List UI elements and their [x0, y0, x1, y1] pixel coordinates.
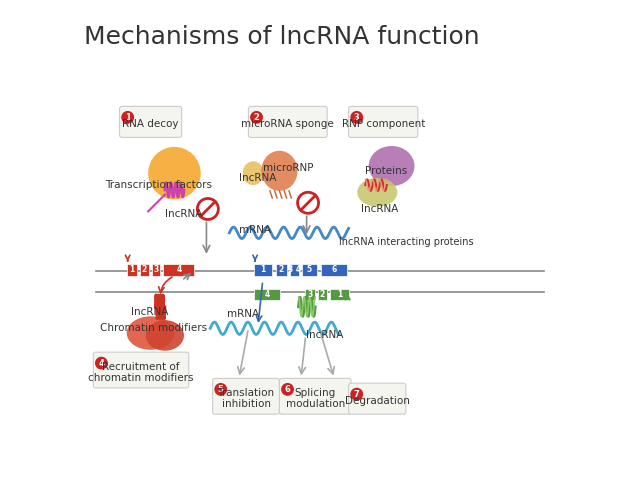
Text: 1: 1 [125, 113, 131, 122]
FancyBboxPatch shape [321, 264, 348, 276]
FancyBboxPatch shape [302, 264, 317, 276]
Circle shape [251, 112, 262, 123]
FancyBboxPatch shape [349, 383, 406, 414]
Text: Chromatin modifiers: Chromatin modifiers [100, 324, 207, 333]
FancyBboxPatch shape [120, 107, 182, 137]
FancyBboxPatch shape [254, 289, 280, 300]
Text: 4: 4 [265, 290, 270, 299]
Text: 2: 2 [253, 113, 259, 122]
Ellipse shape [261, 151, 298, 191]
FancyBboxPatch shape [276, 264, 287, 276]
Text: 3: 3 [307, 290, 312, 299]
Text: Degradation: Degradation [345, 396, 410, 406]
Ellipse shape [127, 316, 175, 350]
Text: Transcription factors: Transcription factors [105, 180, 212, 190]
Text: 3: 3 [354, 113, 360, 122]
Text: 2: 2 [279, 265, 284, 275]
Circle shape [351, 112, 362, 123]
Text: mRNA: mRNA [239, 226, 271, 236]
Text: lncRNA: lncRNA [360, 204, 398, 214]
Text: Translation
inhibition: Translation inhibition [218, 388, 275, 409]
Text: lncRNA: lncRNA [165, 209, 202, 219]
Text: lncRNA interacting proteins: lncRNA interacting proteins [339, 238, 474, 247]
FancyBboxPatch shape [318, 289, 326, 300]
Ellipse shape [146, 320, 184, 351]
Text: 3 4: 3 4 [288, 265, 301, 275]
FancyBboxPatch shape [291, 264, 299, 276]
Text: 6: 6 [332, 265, 337, 275]
FancyBboxPatch shape [140, 264, 148, 276]
Ellipse shape [357, 178, 397, 206]
FancyBboxPatch shape [248, 107, 327, 137]
Ellipse shape [369, 146, 415, 186]
Circle shape [215, 384, 227, 395]
Circle shape [96, 358, 107, 369]
Text: 1: 1 [260, 265, 266, 275]
Text: 5: 5 [307, 265, 312, 275]
FancyBboxPatch shape [127, 264, 137, 276]
FancyBboxPatch shape [330, 289, 349, 300]
Text: RNA decoy: RNA decoy [122, 119, 179, 129]
Circle shape [282, 384, 293, 395]
FancyBboxPatch shape [93, 352, 189, 388]
Text: 6: 6 [285, 385, 291, 394]
Text: 3: 3 [153, 265, 159, 275]
Text: microRNA sponge: microRNA sponge [241, 119, 334, 129]
Text: mRNA: mRNA [227, 309, 259, 319]
FancyBboxPatch shape [349, 107, 418, 137]
Circle shape [351, 388, 362, 400]
Text: 7: 7 [354, 390, 360, 399]
Text: microRNP: microRNP [263, 163, 313, 173]
Ellipse shape [243, 161, 264, 185]
FancyBboxPatch shape [305, 289, 316, 300]
Text: lncRNA: lncRNA [239, 173, 276, 183]
Circle shape [122, 112, 133, 123]
Text: 4: 4 [99, 359, 104, 368]
Text: Mechanisms of lncRNA function: Mechanisms of lncRNA function [84, 25, 479, 49]
Text: 2: 2 [320, 290, 325, 299]
FancyBboxPatch shape [212, 378, 280, 414]
Text: 4: 4 [177, 265, 182, 275]
Text: RNP component: RNP component [342, 119, 425, 129]
FancyBboxPatch shape [163, 264, 195, 276]
Text: Proteins: Proteins [365, 166, 408, 176]
Text: 2: 2 [141, 265, 147, 275]
Text: 5: 5 [218, 385, 223, 394]
Text: lncRNA: lncRNA [131, 307, 169, 317]
Text: 1: 1 [337, 290, 342, 299]
Text: Recruitment of
chromatin modifiers: Recruitment of chromatin modifiers [88, 361, 194, 383]
Text: lncRNA: lncRNA [306, 330, 343, 340]
Ellipse shape [148, 147, 201, 199]
FancyBboxPatch shape [254, 264, 272, 276]
Text: Splicing
modulation: Splicing modulation [285, 388, 345, 409]
FancyBboxPatch shape [280, 378, 351, 414]
Text: 1: 1 [129, 265, 134, 275]
FancyBboxPatch shape [152, 264, 160, 276]
